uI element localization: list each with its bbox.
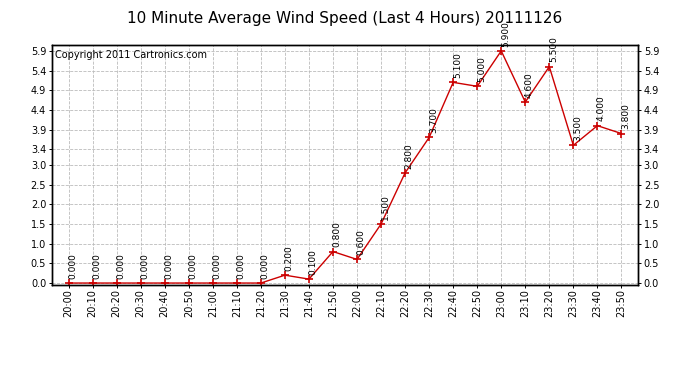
Text: 0.000: 0.000 — [213, 253, 221, 279]
Text: 4.000: 4.000 — [597, 96, 606, 122]
Text: 5.100: 5.100 — [453, 53, 462, 78]
Text: 10 Minute Average Wind Speed (Last 4 Hours) 20111126: 10 Minute Average Wind Speed (Last 4 Hou… — [128, 11, 562, 26]
Text: 0.000: 0.000 — [188, 253, 197, 279]
Text: 1.500: 1.500 — [381, 194, 390, 220]
Text: 5.000: 5.000 — [477, 56, 486, 82]
Text: 0.000: 0.000 — [261, 253, 270, 279]
Text: 0.000: 0.000 — [140, 253, 149, 279]
Text: 0.000: 0.000 — [164, 253, 173, 279]
Text: 0.200: 0.200 — [284, 245, 293, 271]
Text: 3.500: 3.500 — [573, 115, 582, 141]
Text: 0.100: 0.100 — [308, 249, 317, 275]
Text: 3.700: 3.700 — [428, 107, 437, 133]
Text: 2.800: 2.800 — [405, 143, 414, 169]
Text: 0.000: 0.000 — [117, 253, 126, 279]
Text: 5.500: 5.500 — [549, 37, 558, 63]
Text: 0.000: 0.000 — [92, 253, 101, 279]
Text: Copyright 2011 Cartronics.com: Copyright 2011 Cartronics.com — [55, 50, 207, 60]
Text: 0.000: 0.000 — [237, 253, 246, 279]
Text: 4.600: 4.600 — [525, 72, 534, 98]
Text: 5.900: 5.900 — [501, 21, 510, 47]
Text: 0.800: 0.800 — [333, 222, 342, 248]
Text: 0.000: 0.000 — [68, 253, 77, 279]
Text: 3.800: 3.800 — [621, 104, 630, 129]
Text: 0.600: 0.600 — [357, 230, 366, 255]
